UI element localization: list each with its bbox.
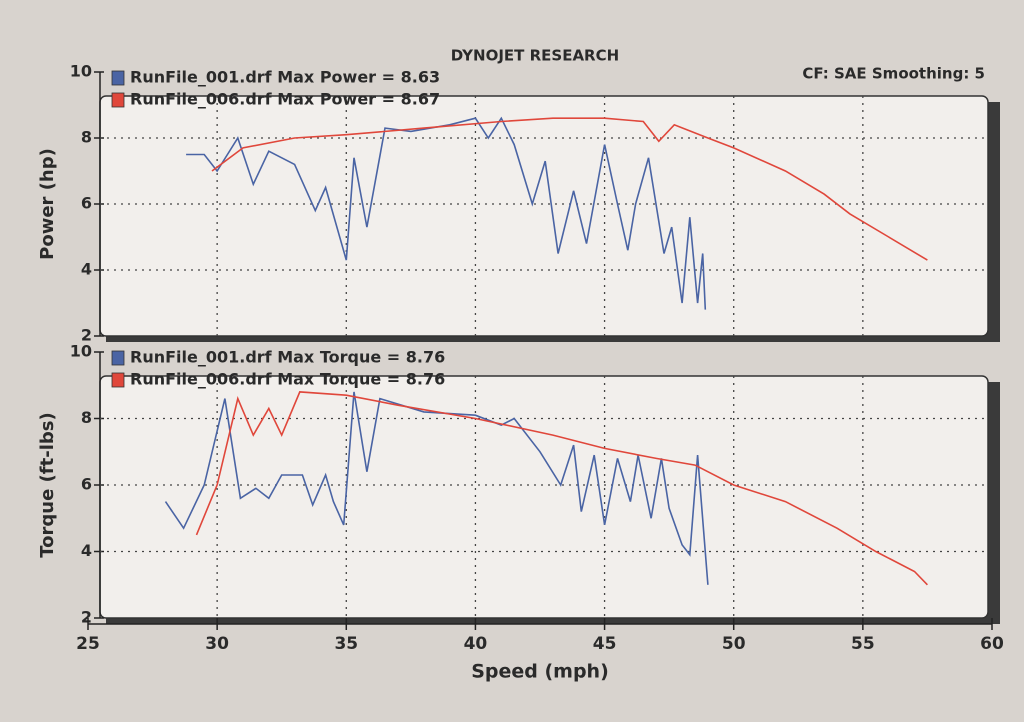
y-tick-label: 10 [70, 62, 92, 81]
legend-label: RunFile_001.drf Max Power = 8.63 [130, 68, 440, 87]
x-tick-label: 35 [334, 634, 358, 654]
y-tick-label: 2 [81, 608, 92, 627]
y-tick-label: 10 [70, 342, 92, 361]
x-axis-label: Speed (mph) [471, 661, 609, 683]
x-tick-label: 30 [205, 634, 229, 654]
line [195, 391, 928, 586]
x-tick-label: 50 [722, 634, 746, 654]
y-tick-label: 8 [81, 128, 92, 147]
x-tick-label: 40 [464, 634, 488, 654]
legend-swatch [111, 92, 125, 108]
legend-swatch [111, 372, 125, 388]
y-tick-label: 8 [81, 408, 92, 427]
y-tick-label: 4 [81, 260, 92, 279]
legend-swatch [111, 350, 125, 366]
x-tick-label: 25 [76, 634, 100, 654]
line [164, 391, 709, 585]
y-axis-label: Torque (ft-lbs) [37, 412, 58, 557]
x-tick-label: 60 [980, 634, 1004, 654]
y-tick-label: 6 [81, 475, 92, 494]
legend-label: RunFile_006.drf Max Torque = 8.76 [130, 370, 445, 389]
chart-title: DYNOJET RESEARCH [451, 47, 619, 65]
legend-label: RunFile_006.drf Max Power = 8.67 [130, 90, 440, 109]
plot-area [99, 375, 989, 619]
line [186, 116, 707, 310]
y-axis-label: Power (hp) [37, 148, 58, 260]
x-tick-label: 45 [593, 634, 617, 654]
y-tick-label: 4 [81, 541, 92, 560]
x-tick-label: 55 [851, 634, 875, 654]
y-tick-label: 2 [81, 326, 92, 345]
settings: CF: SAE Smoothing: 5 [802, 65, 985, 83]
line [211, 117, 928, 261]
legend-swatch [111, 70, 125, 86]
y-tick-label: 6 [81, 194, 92, 213]
legend-label: RunFile_001.drf Max Torque = 8.76 [130, 348, 445, 367]
